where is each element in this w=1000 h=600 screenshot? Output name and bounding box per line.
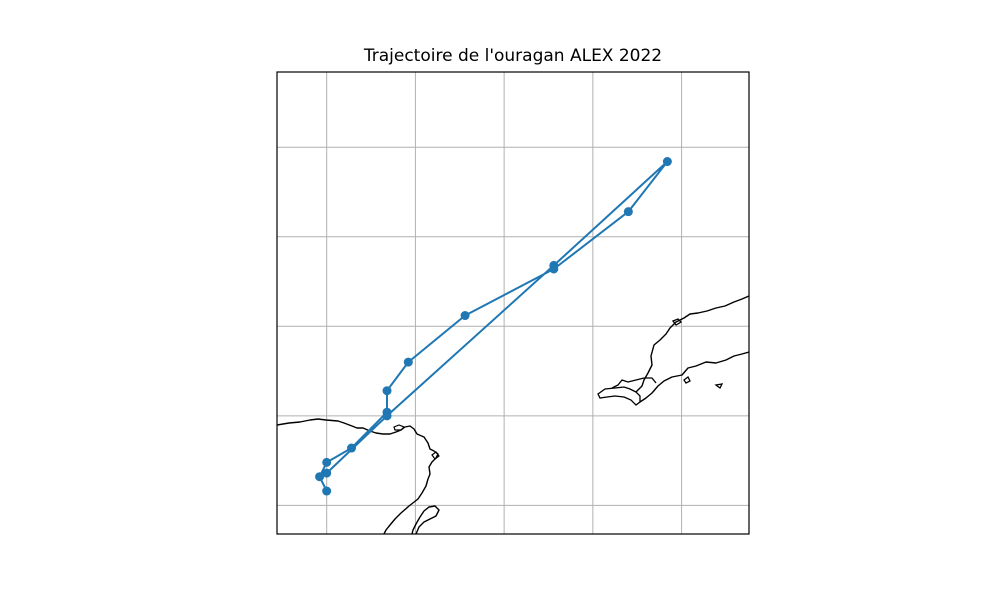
chart-title: Trajectoire de l'ouragan ALEX 2022 [363,46,663,66]
gridlines [277,72,749,534]
coastline-cuba [635,295,749,393]
track-point [403,357,413,367]
axes-frame [276,71,750,535]
coastline-cuba-south [639,351,749,403]
track-point [382,411,392,421]
track-point [347,443,357,453]
track-point [623,207,633,217]
track-point [322,468,332,478]
track-line [318,160,669,492]
coastline-belize [411,505,440,534]
coastline-cayo [683,376,691,384]
track-point [322,457,332,467]
coastline-cayo-2 [714,383,724,389]
coastline-yucatan [277,418,439,534]
track-point [460,311,470,321]
coastline-cuba-inner [611,377,657,389]
coastline-islet [393,424,406,431]
coastline-cayo-3 [671,318,683,326]
track-point [315,472,325,482]
track-point [662,157,672,167]
hurricane-track [315,157,672,496]
track-point [382,386,392,396]
coastline-isla-juventud [597,386,641,406]
coastlines [277,295,749,534]
coastline-islet-2 [431,451,440,460]
track-point [322,486,332,496]
track-point [549,260,559,270]
